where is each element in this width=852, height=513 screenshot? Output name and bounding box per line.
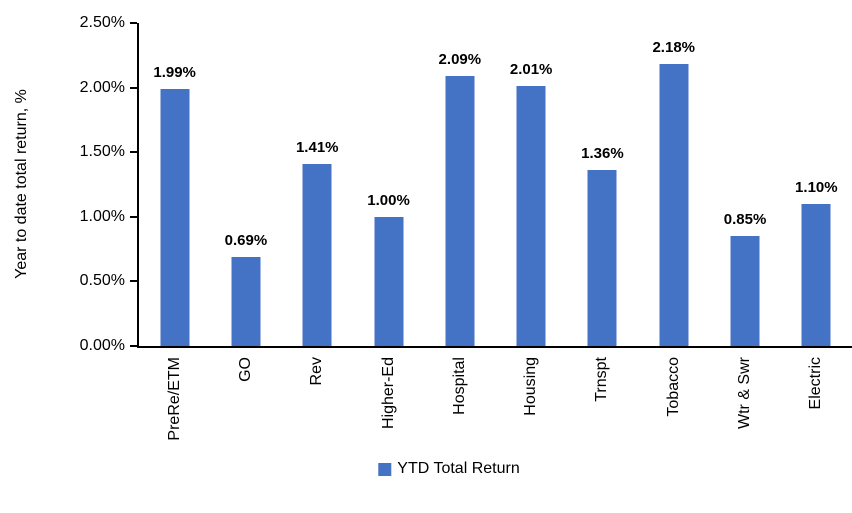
- bar-slot: 1.36% Trnspt: [567, 23, 638, 401]
- y-tick-label: 2.00%: [79, 78, 125, 96]
- bar-value-label: 1.99%: [153, 63, 196, 81]
- x-category-label: Electric: [807, 357, 825, 410]
- bar: [231, 256, 261, 346]
- legend-label: YTD Total Return: [397, 460, 520, 477]
- x-category-label: Wtr & Swr: [736, 357, 754, 429]
- y-tick-mark: [130, 280, 137, 283]
- y-tick-mark: [130, 345, 137, 347]
- bar: [302, 163, 332, 346]
- y-tick-label: 1.00%: [79, 207, 125, 225]
- x-category-label: Higher-Ed: [379, 357, 397, 430]
- x-category-label: PreRe/ETM: [165, 357, 183, 441]
- bar-slot: 2.09% Hospital: [424, 23, 495, 415]
- bar: [659, 64, 689, 346]
- bar: [587, 170, 617, 346]
- x-category-label: Trnspt: [593, 357, 611, 402]
- y-axis-tick-labels: 0.00% 0.50% 1.00% 1.50% 2.00% 2.50%: [0, 14, 125, 354]
- bar-slot: 1.00% Higher-Ed: [353, 23, 424, 429]
- bar-value-label: 2.09%: [438, 50, 482, 68]
- bar-slot: 2.01% Housing: [496, 23, 567, 415]
- bar-value-label: 0.69%: [224, 231, 268, 249]
- y-tick-mark: [130, 215, 137, 218]
- legend-swatch-icon: [378, 462, 392, 476]
- bar-slot: 1.41% Rev: [282, 23, 353, 386]
- bar-slot: 2.18% Tobacco: [638, 23, 709, 416]
- bar-value-label: 1.41%: [295, 138, 339, 156]
- plot-area: 1.99% PreRe/ETM 0.69% GO 1.41% Rev 1.00% Higher…: [130, 22, 852, 441]
- bar-value-label: 1.36%: [581, 145, 624, 163]
- bar-slot: 0.85% Wtr & Swr: [709, 23, 780, 429]
- bar-slot: 0.69% GO: [210, 23, 281, 382]
- bar-value-label: 0.85%: [723, 211, 767, 229]
- bar-slot: 1.99% PreRe/ETM: [139, 23, 210, 441]
- y-tick-label: 0.50%: [79, 272, 125, 290]
- y-tick-mark: [130, 151, 137, 154]
- x-category-label: Rev: [308, 357, 326, 386]
- x-category-label: Hospital: [450, 357, 468, 415]
- bar: [160, 88, 190, 346]
- y-tick-mark: [130, 86, 137, 89]
- y-tick-label: 2.50%: [79, 14, 125, 31]
- bar-value-label: 1.00%: [367, 191, 410, 209]
- bar: [516, 86, 546, 346]
- bar: [374, 216, 404, 346]
- bar-value-label: 2.18%: [652, 39, 696, 57]
- bar-slot: 1.10% Electric: [781, 23, 852, 410]
- bar-value-label: 2.01%: [509, 61, 553, 79]
- y-tick-label: 0.00%: [79, 337, 125, 354]
- bar-value-label: 1.10%: [795, 178, 838, 196]
- y-tick-label: 1.50%: [79, 143, 125, 161]
- y-tick-mark: [130, 22, 137, 24]
- x-category-label: Tobacco: [664, 357, 682, 417]
- bar: [730, 236, 760, 346]
- x-category-label: GO: [236, 357, 254, 382]
- x-category-label: Housing: [522, 357, 540, 416]
- bar: [801, 203, 831, 346]
- bar: [445, 75, 475, 346]
- legend: YTD Total Return: [378, 460, 520, 478]
